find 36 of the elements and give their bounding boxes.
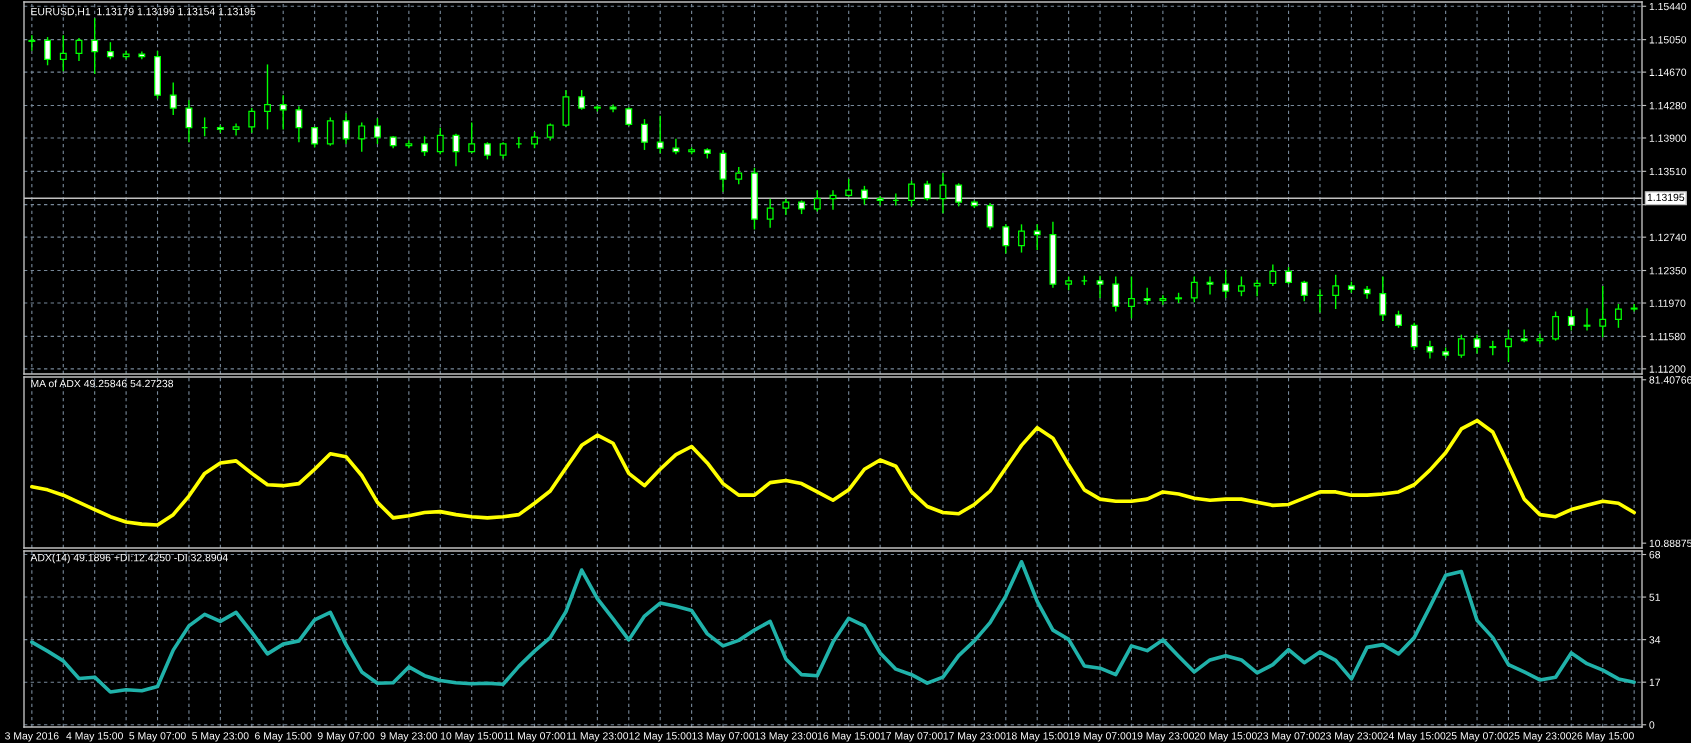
x-tick-label: 6 May 15:00 xyxy=(255,732,312,742)
x-tick-label: 9 May 07:00 xyxy=(317,732,375,742)
x-tick-label: 24 May 15:00 xyxy=(1383,732,1446,742)
x-tick-label: 4 May 15:00 xyxy=(66,732,123,742)
x-tick-label: 5 May 07:00 xyxy=(129,732,186,742)
x-tick-label: 10 May 15:00 xyxy=(440,732,503,742)
y-tick-label: 81.40766 xyxy=(1649,376,1691,384)
y-tick-label: 17 xyxy=(1649,678,1661,686)
x-tick-label: 18 May 15:00 xyxy=(1006,732,1069,742)
x-tick-label: 26 May 15:00 xyxy=(1571,732,1634,742)
chart-title: MA of ADX 49.25846 54.27238 xyxy=(31,379,174,388)
x-tick-label: 12 May 15:00 xyxy=(629,732,692,742)
y-tick-label: 10.88875 xyxy=(1649,539,1691,548)
x-tick-label: 3 May 2016 xyxy=(5,732,59,742)
x-tick-label: 11 May 23:00 xyxy=(566,732,629,742)
x-tick-label: 20 May 15:00 xyxy=(1194,732,1257,742)
x-tick-label: 17 May 23:00 xyxy=(943,732,1006,742)
x-tick-label: 19 May 23:00 xyxy=(1132,732,1195,742)
x-tick-label: 16 May 15:00 xyxy=(817,732,880,742)
y-tick-label: 0 xyxy=(1649,721,1655,729)
x-tick-label: 23 May 07:00 xyxy=(1257,732,1320,742)
x-tick-label: 11 May 07:00 xyxy=(504,732,566,742)
y-tick-label: 34 xyxy=(1649,636,1661,644)
chart-title: ADX(14) 49.1896 +DI:12.4250 -DI:32.8904 xyxy=(30,553,228,564)
y-tick-label: 68 xyxy=(1649,551,1661,559)
x-tick-label: 13 May 23:00 xyxy=(755,732,818,742)
x-tick-label: 9 May 23:00 xyxy=(380,732,438,742)
line-series xyxy=(30,418,1636,527)
x-tick-label: 13 May 07:00 xyxy=(692,732,755,742)
y-tick-label: 51 xyxy=(1649,593,1661,601)
x-tick-label: 25 May 23:00 xyxy=(1508,732,1572,742)
x-tick-label: 17 May 07:00 xyxy=(880,732,943,742)
x-tick-label: 19 May 07:00 xyxy=(1069,732,1132,742)
x-tick-label: 25 May 07:00 xyxy=(1446,732,1509,742)
x-tick-label: 5 May 23:00 xyxy=(192,732,249,742)
x-tick-label: 23 May 23:00 xyxy=(1320,732,1383,742)
